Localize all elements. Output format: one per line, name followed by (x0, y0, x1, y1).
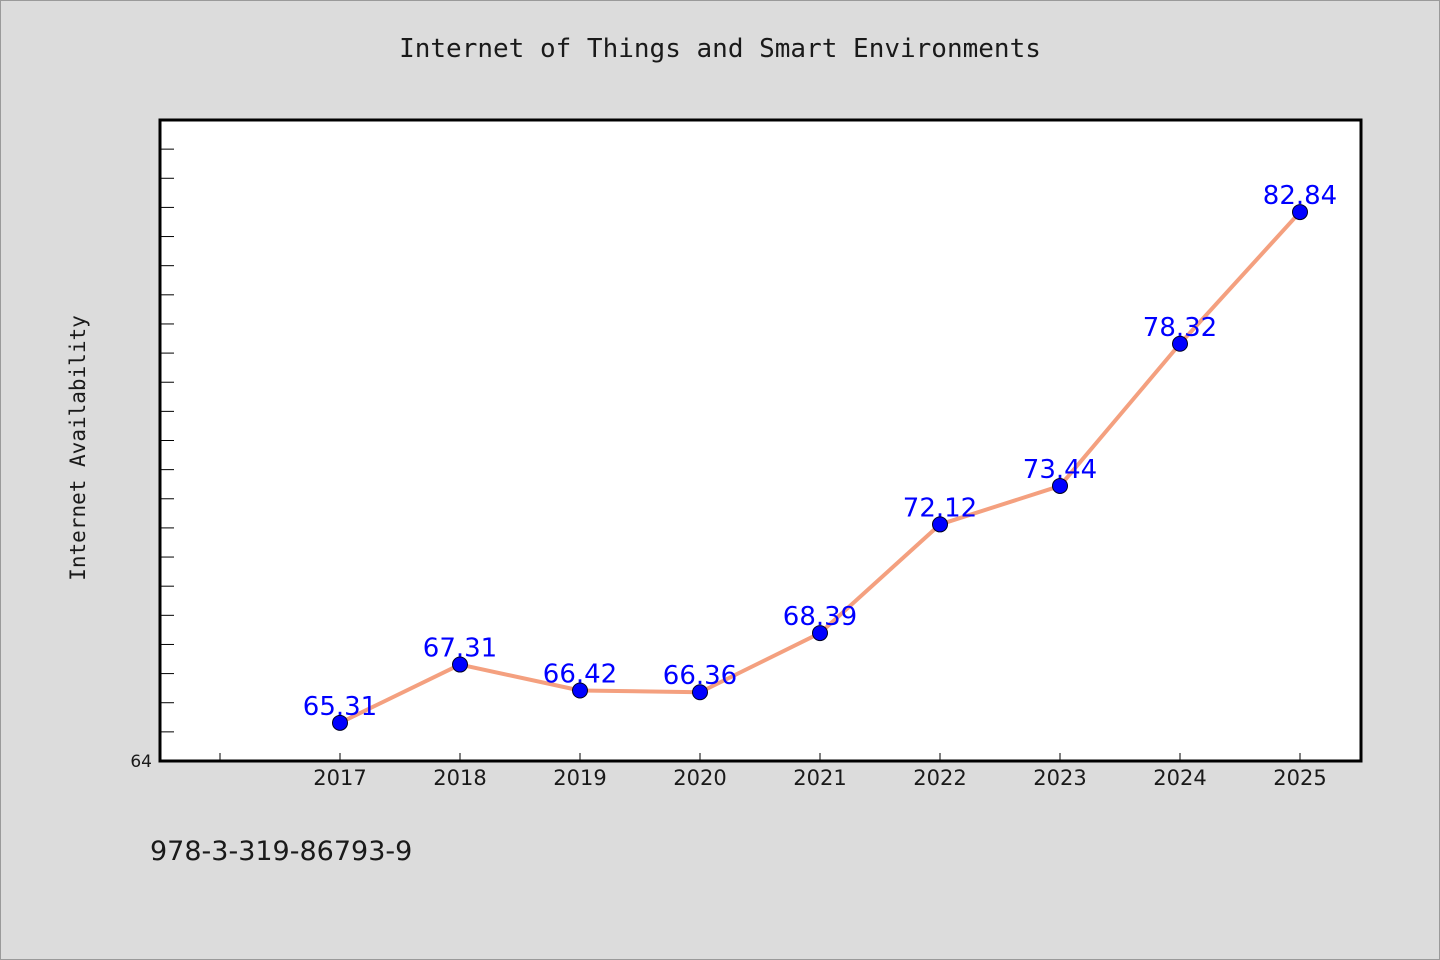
data-point (1292, 204, 1308, 221)
series-group: 65.31 67.31 66.42 66.36 68.39 72.12 73.44 78.32… (303, 181, 1337, 731)
data-label: 68.39 (783, 602, 857, 632)
chart-title: Internet of Things and Smart Environment… (399, 34, 1041, 64)
footnote-isbn: 978-3-319-86793-9 (150, 836, 413, 867)
data-label: 67.31 (423, 634, 497, 664)
data-point (1172, 335, 1188, 352)
x-tick-label: 2023 (1033, 766, 1086, 790)
data-label: 73.44 (1023, 455, 1097, 485)
x-tick-label: 2024 (1153, 766, 1206, 790)
plot-area (158, 118, 1363, 763)
x-tick-label: 2025 (1273, 766, 1326, 790)
data-point (452, 656, 468, 673)
x-tick-label: 2019 (553, 766, 606, 790)
x-tick-label: 2018 (433, 766, 486, 790)
data-point (692, 684, 708, 701)
x-tick-label: 2020 (673, 766, 726, 790)
data-point (932, 516, 948, 533)
y-tick-label: 64 (130, 752, 152, 772)
data-label: 66.36 (663, 661, 737, 691)
data-point (1052, 477, 1068, 494)
data-label: 82.84 (1263, 181, 1337, 211)
data-point (812, 625, 828, 642)
data-label: 65.31 (303, 692, 377, 722)
data-label: 66.42 (543, 659, 617, 689)
data-label: 78.32 (1143, 313, 1217, 343)
data-point (332, 714, 348, 731)
y-axis-ticks: 64 (130, 148, 174, 772)
data-point (572, 682, 588, 699)
x-tick-label: 2022 (913, 766, 966, 790)
data-label: 72.12 (903, 493, 977, 523)
x-tick-label: 2017 (313, 766, 366, 790)
x-tick-label: 2021 (793, 766, 846, 790)
x-axis-ticks: 2017 2018 2019 2020 2021 2022 2023 2024 2025 (219, 753, 1327, 790)
